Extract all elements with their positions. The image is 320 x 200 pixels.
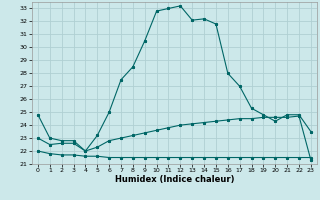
X-axis label: Humidex (Indice chaleur): Humidex (Indice chaleur)	[115, 175, 234, 184]
